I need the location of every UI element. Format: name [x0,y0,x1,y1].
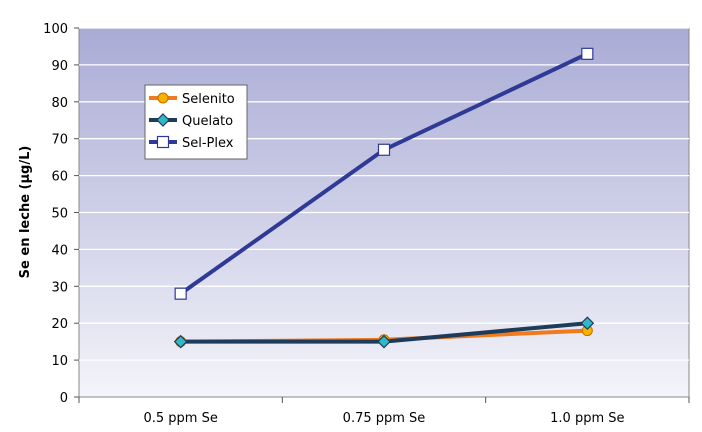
data-point-quelato [377,334,391,349]
y-axis: 0 10 20 30 40 50 60 70 80 90 100 [43,22,79,406]
legend-marker-selenito [157,92,169,104]
legend-label-sel-plex: Sel-Plex [182,136,234,151]
series-markers [173,47,595,349]
x-axis: 0.5 ppm Se 0.75 ppm Se 1.0 ppm Se [78,397,690,426]
gridlines [79,27,689,361]
legend-marker-quelato [156,113,170,127]
legend-label-quelato: Quelato [182,114,233,129]
y-tick-label: 100 [43,22,68,37]
data-point-sel-plex [377,143,391,156]
x-tick-label: 1.0 ppm Se [550,411,624,426]
data-point-sel-plex [174,287,187,300]
y-tick-label: 20 [51,317,68,332]
x-tick-label: 0.75 ppm Se [343,411,426,426]
legend: Selenito Quelato Sel-Plex [144,84,248,160]
y-tick-label: 30 [51,280,68,295]
legend-marker-sel-plex [156,135,170,149]
y-tick-label: 90 [51,59,68,74]
y-tick-label: 80 [51,96,68,111]
legend-label-selenito: Selenito [182,92,235,107]
y-tick-label: 10 [51,354,68,369]
y-axis-label: Se en leche (µg/L) [18,146,33,279]
x-tick-label: 0.5 ppm Se [143,411,217,426]
data-point-sel-plex [581,47,594,60]
y-tick-label: 50 [51,207,68,222]
y-tick-label: 70 [51,133,68,148]
y-tick-label: 60 [51,170,68,185]
data-point-quelato [173,334,188,349]
y-tick-label: 0 [60,391,68,406]
y-tick-label: 40 [51,243,68,258]
data-point-quelato [580,316,595,331]
